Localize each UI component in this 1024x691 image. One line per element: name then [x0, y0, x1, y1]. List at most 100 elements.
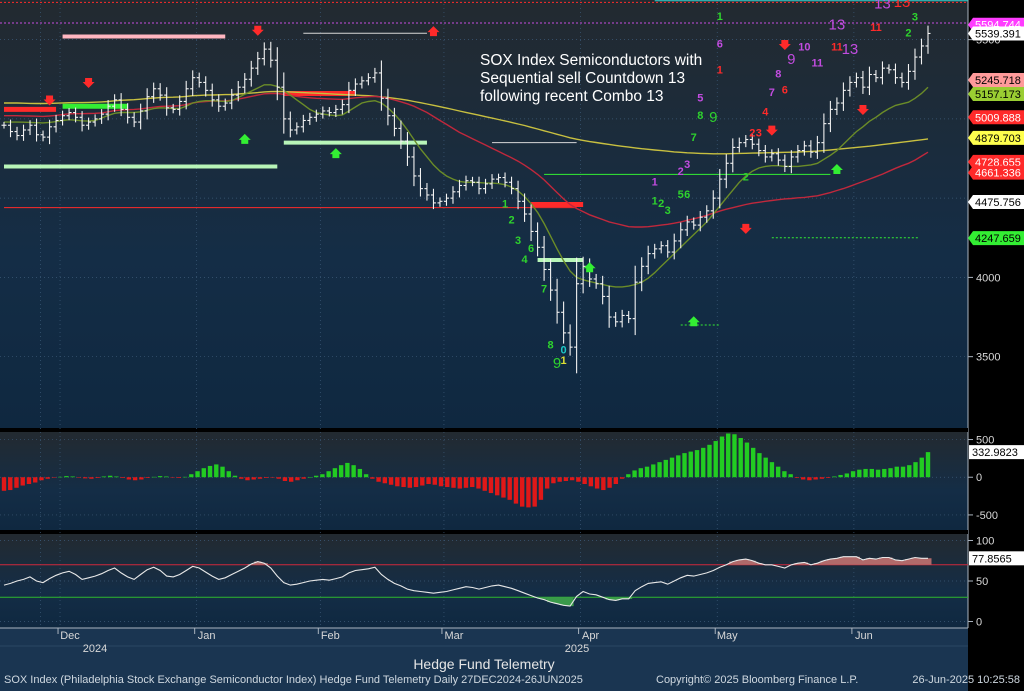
month-label: May	[717, 630, 738, 642]
price-bar	[522, 193, 528, 222]
buy-arrow-icon	[238, 133, 251, 144]
macd-bar	[769, 462, 775, 478]
macd-bar	[170, 477, 175, 478]
macd-bar	[420, 477, 425, 486]
price-label-text: 5245.718	[975, 75, 1021, 87]
td-count-label: 11	[870, 22, 882, 34]
price-bar	[105, 100, 111, 121]
macd-bar	[407, 477, 412, 488]
macd-bar	[819, 477, 825, 479]
buy-arrow-icon	[830, 164, 843, 175]
price-label-text: 4475.756	[975, 197, 1021, 209]
td-count-label: 2	[905, 27, 911, 39]
price-bar	[430, 188, 436, 210]
price-bar	[320, 106, 326, 119]
price-bar	[118, 93, 124, 117]
price-label-text: 5009.888	[975, 112, 1021, 124]
macd-bar	[457, 477, 462, 489]
macd-bar	[39, 477, 44, 481]
macd-bar	[707, 444, 712, 478]
macd-bar	[544, 477, 550, 489]
macd-bar	[719, 436, 725, 478]
price-bar	[229, 88, 235, 110]
price-bar	[144, 88, 150, 120]
macd-bar	[775, 466, 781, 478]
price-bar	[398, 120, 404, 149]
price-bar	[112, 94, 118, 112]
macd-bar	[363, 474, 369, 478]
macd-bar	[482, 477, 487, 491]
td-count-label: 5	[678, 189, 684, 201]
price-bar	[73, 107, 79, 123]
macd-bar	[644, 466, 650, 478]
macd-bar	[220, 466, 225, 478]
footer: SOX Index (Philadelphia Stock Exchange S…	[0, 671, 1024, 691]
macd-bar	[663, 459, 668, 478]
price-bar	[554, 278, 560, 324]
macd-bar	[875, 469, 881, 478]
sell-arrow-icon	[251, 25, 264, 36]
macd-bar	[882, 468, 887, 478]
macd-bar	[532, 477, 537, 507]
buy-arrow-icon	[583, 262, 596, 273]
macd-bar	[20, 477, 25, 486]
price-label-badge	[968, 154, 1024, 169]
macd-bar	[713, 441, 718, 478]
macd-bar	[58, 476, 63, 478]
macd-bar	[301, 477, 306, 479]
macd-bar	[763, 457, 768, 478]
price-bar	[209, 83, 215, 107]
td-count-label: 2	[743, 172, 749, 184]
macd-bar	[613, 477, 619, 485]
price-bar	[157, 83, 163, 101]
price-bar	[268, 41, 274, 68]
macd-bar	[520, 477, 525, 507]
td-count-label: 2	[508, 215, 514, 227]
td-count-label: 1	[717, 11, 723, 23]
price-bar	[691, 217, 697, 230]
price-bar	[125, 103, 131, 124]
price-bar	[255, 51, 261, 75]
macd-bar	[326, 471, 331, 478]
td-count-label: 6	[684, 189, 690, 201]
macd-bar	[576, 477, 581, 482]
macd-bar	[470, 477, 475, 488]
macd-bar	[445, 477, 450, 488]
macd-bar	[907, 465, 912, 478]
macd-bar	[588, 477, 594, 487]
chart-annotation: SOX Index Semiconductors with Sequential…	[480, 52, 703, 105]
buy-arrow-icon	[687, 316, 700, 327]
macd-bar	[14, 477, 19, 488]
macd-bar	[388, 477, 394, 485]
td-count-label: 4	[762, 107, 769, 119]
rsi-value-badge	[969, 551, 1024, 566]
price-bar	[684, 215, 690, 237]
price-bar	[183, 80, 189, 110]
td-count-label: 7	[769, 87, 775, 99]
macd-bar	[376, 477, 381, 482]
td-count-label: 2	[749, 127, 755, 139]
macd-bar	[832, 476, 837, 478]
price-tick-label: 4000	[976, 272, 1000, 284]
price-label-badge	[968, 165, 1024, 180]
macd-tick-label: 500	[976, 435, 994, 447]
macd-tick-label: 0	[976, 472, 982, 484]
macd-bar	[638, 468, 643, 478]
price-bar	[749, 134, 755, 150]
price-bar	[313, 109, 319, 122]
price-label-text: 4661.336	[975, 168, 1021, 180]
price-bar	[1, 121, 7, 129]
td-count-label: 13	[842, 41, 859, 58]
macd-bar	[214, 464, 219, 478]
price-bar	[261, 42, 267, 66]
macd-bar	[82, 477, 88, 479]
macd-bar	[139, 477, 144, 480]
macd-bar	[151, 476, 157, 478]
price-bar	[853, 72, 859, 88]
macd-bar	[226, 471, 231, 478]
x-axis	[0, 627, 968, 647]
price-bar	[307, 112, 313, 125]
macd-bar	[126, 477, 132, 480]
td-count-label: 1	[652, 195, 658, 207]
